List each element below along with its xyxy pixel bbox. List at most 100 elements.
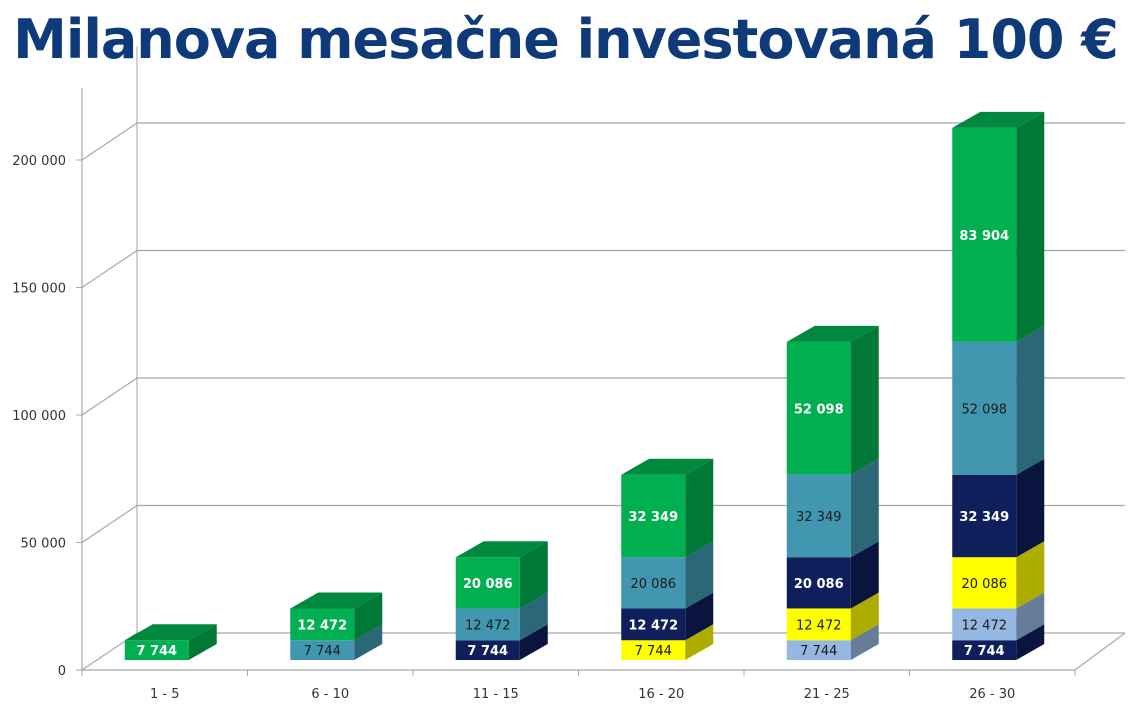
x-tick-label: 6 - 10: [311, 687, 349, 702]
bar-segment: [786, 592, 879, 641]
bar-segment-side: [685, 541, 714, 609]
gridline-depth: [81, 505, 138, 543]
bar-top: [124, 624, 217, 641]
bar-top: [786, 325, 879, 342]
bar-segment: [455, 592, 548, 641]
bar-segment: [952, 624, 1045, 660]
data-label: 32 349: [796, 510, 842, 525]
x-tick-label: 21 - 25: [804, 687, 850, 702]
bar-segment: [290, 624, 383, 660]
chart-bars: [124, 111, 1045, 660]
bar-segment-front: [455, 640, 520, 660]
bar-segment: [621, 592, 714, 641]
bar-segment-front: [621, 557, 686, 609]
bar-segment-front: [786, 557, 851, 609]
bar-segment-side: [519, 541, 548, 609]
bar-segment: [952, 458, 1045, 558]
y-tick-label: 100 000: [12, 409, 66, 424]
data-label: 7 744: [964, 644, 1005, 659]
data-label: 32 349: [959, 510, 1009, 525]
gridline-depth: [81, 377, 138, 416]
bar-segment: [952, 541, 1045, 609]
bar-segment: [621, 541, 714, 609]
bar-segment-side: [354, 592, 383, 641]
bar-segment: [786, 325, 879, 475]
gridline-depth: [81, 250, 138, 288]
data-label: 7 744: [635, 644, 672, 659]
bar-segment: [455, 624, 548, 660]
bar-segment-front: [786, 608, 851, 641]
bar-segment: [621, 458, 714, 558]
y-tick-label: 50 000: [21, 537, 67, 552]
bar-segment-front: [290, 608, 355, 641]
x-tick-label: 1 - 5: [150, 687, 180, 702]
y-tick-label: 150 000: [12, 282, 66, 297]
data-label: 7 744: [304, 644, 341, 659]
data-label: 32 349: [628, 510, 678, 525]
floor-right-edge: [1074, 632, 1126, 671]
bar-top: [290, 592, 383, 609]
bar-segment-side: [519, 624, 548, 660]
bar-top: [455, 541, 548, 558]
gridline-depth: [81, 122, 138, 161]
bar-segment-front: [621, 474, 686, 558]
bar-top: [621, 458, 714, 475]
data-label: 7 744: [800, 644, 837, 659]
bar-segment-front: [455, 608, 520, 641]
bar-segment-side: [1016, 624, 1045, 660]
chart-title: Milanova mesačne investovaná 100 €: [13, 8, 1119, 71]
bar-segment-side: [1016, 592, 1045, 641]
data-label: 12 472: [297, 618, 347, 633]
bar-segment-front: [952, 341, 1017, 475]
bar-segment: [952, 325, 1045, 475]
x-tick-label: 11 - 15: [473, 687, 519, 702]
data-label: 83 904: [959, 229, 1009, 244]
bar-segment: [786, 541, 879, 609]
bar-segment-side: [1016, 325, 1045, 475]
data-label: 12 472: [465, 618, 511, 633]
bar-segment: [786, 458, 879, 558]
y-tick-label: 0: [58, 664, 66, 679]
bar-segment-front: [786, 341, 851, 475]
bar-segment-front: [124, 640, 189, 660]
bar-segment: [290, 592, 383, 641]
bar-segment: [621, 624, 714, 660]
bar-segment: [952, 592, 1045, 641]
bar-segment-side: [850, 592, 879, 641]
data-label: 52 098: [794, 402, 844, 417]
bar-segment: [455, 541, 548, 609]
data-label: 20 086: [794, 577, 844, 592]
bar-segment-side: [519, 592, 548, 641]
bar-segment-side: [850, 325, 879, 475]
bar-segment-side: [354, 624, 383, 660]
x-tick-label: 16 - 20: [638, 687, 684, 702]
data-label: 52 098: [962, 402, 1008, 417]
bar-segment-front: [952, 127, 1017, 342]
bar-segment-front: [786, 474, 851, 558]
data-label: 12 472: [962, 618, 1008, 633]
x-tick-label: 26 - 30: [969, 687, 1015, 702]
bar-segment-side: [1016, 458, 1045, 558]
data-label: 12 472: [628, 618, 678, 633]
bar-segment-front: [455, 557, 520, 609]
y-tick-label: 200 000: [12, 154, 66, 169]
bar-top: [952, 111, 1045, 128]
bar-segment: [786, 624, 879, 660]
bar-segment-front: [952, 608, 1017, 641]
data-label: 20 086: [962, 577, 1008, 592]
data-label: 7 744: [467, 644, 508, 659]
data-label: 7 744: [136, 644, 177, 659]
data-label: 20 086: [631, 577, 677, 592]
bar-segment: [952, 111, 1045, 342]
bar-segment-front: [786, 640, 851, 660]
bar-segment-front: [621, 608, 686, 641]
data-label: 20 086: [463, 577, 513, 592]
bar-segment-side: [850, 458, 879, 558]
bar-segment: [124, 624, 217, 660]
bar-segment-side: [685, 458, 714, 558]
bar-segment-side: [188, 624, 217, 660]
bar-segment-side: [685, 592, 714, 641]
bar-segment-front: [952, 557, 1017, 609]
bar-segment-side: [1016, 541, 1045, 609]
